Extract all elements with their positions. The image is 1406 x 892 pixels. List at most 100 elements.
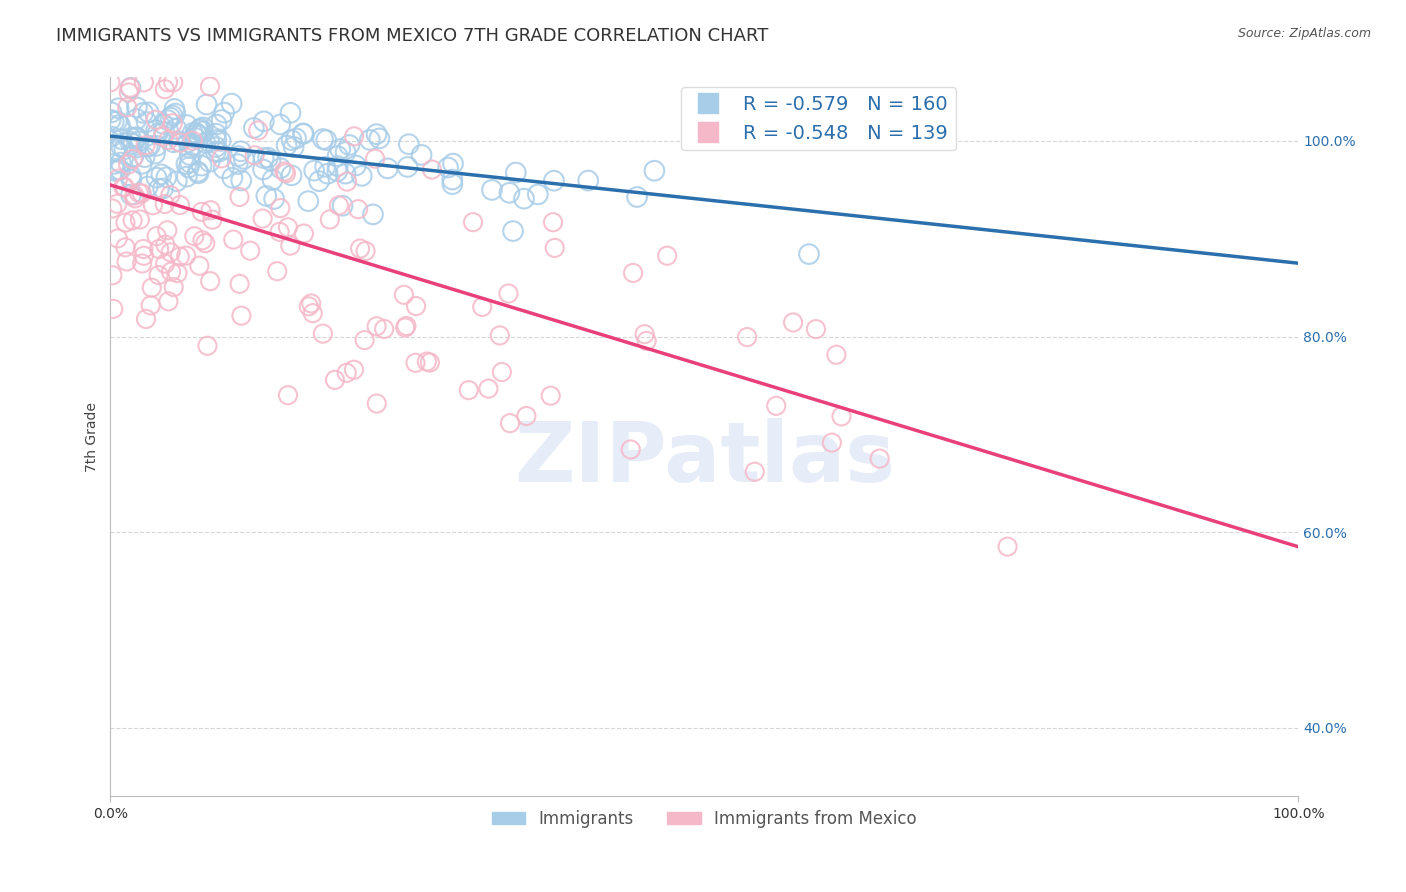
Point: [471, 300, 494, 314]
Point: [114, 215, 136, 229]
Point: [190, 159, 212, 173]
Point: [103, 301, 125, 316]
Point: [222, 233, 245, 247]
Point: [136, 140, 159, 154]
Point: [411, 148, 433, 162]
Point: [481, 183, 503, 197]
Point: [117, 100, 139, 114]
Point: [179, 148, 201, 162]
Point: [135, 312, 157, 326]
Point: [128, 134, 150, 148]
Point: [359, 133, 381, 147]
Point: [135, 115, 157, 129]
Point: [366, 319, 388, 334]
Point: [212, 105, 235, 120]
Point: [315, 133, 337, 147]
Point: [285, 131, 308, 145]
Point: [620, 442, 643, 457]
Point: [420, 162, 443, 177]
Point: [105, 145, 128, 159]
Point: [156, 113, 179, 128]
Point: [198, 135, 221, 149]
Point: [252, 211, 274, 226]
Point: [120, 80, 142, 95]
Point: [183, 138, 205, 153]
Point: [128, 186, 150, 200]
Point: [821, 435, 844, 450]
Point: [576, 173, 599, 187]
Point: [457, 383, 479, 397]
Point: [169, 136, 191, 150]
Point: [329, 142, 352, 156]
Point: [540, 389, 562, 403]
Point: [319, 212, 342, 227]
Point: [169, 198, 191, 212]
Point: [498, 286, 520, 301]
Point: [266, 264, 288, 278]
Point: [299, 296, 322, 310]
Point: [366, 396, 388, 410]
Point: [153, 82, 176, 96]
Point: [165, 122, 187, 136]
Point: [155, 237, 177, 252]
Point: [186, 126, 208, 140]
Point: [187, 164, 209, 178]
Point: [804, 322, 827, 336]
Point: [308, 174, 330, 188]
Point: [160, 265, 183, 279]
Point: [191, 233, 214, 247]
Point: [273, 164, 295, 178]
Point: [198, 79, 221, 94]
Point: [441, 156, 464, 170]
Point: [253, 114, 276, 128]
Point: [107, 101, 129, 115]
Point: [621, 266, 644, 280]
Point: [177, 161, 200, 175]
Point: [243, 148, 266, 162]
Point: [114, 240, 136, 254]
Point: [336, 366, 359, 380]
Point: [205, 127, 228, 141]
Point: [269, 225, 291, 239]
Point: [100, 105, 122, 120]
Point: [153, 257, 176, 271]
Point: [405, 299, 427, 313]
Point: [135, 138, 157, 153]
Point: [159, 188, 181, 202]
Point: [176, 157, 198, 171]
Point: [120, 130, 142, 145]
Point: [221, 96, 243, 111]
Point: [163, 102, 186, 116]
Point: [228, 149, 250, 163]
Point: [221, 170, 243, 185]
Point: [198, 274, 221, 288]
Point: [194, 136, 217, 150]
Point: [163, 280, 186, 294]
Point: [336, 175, 359, 189]
Point: [491, 365, 513, 379]
Point: [134, 150, 156, 164]
Point: [100, 112, 122, 127]
Point: [269, 118, 291, 132]
Point: [131, 186, 153, 201]
Point: [105, 114, 128, 128]
Legend: Immigrants, Immigrants from Mexico: Immigrants, Immigrants from Mexico: [485, 803, 924, 835]
Point: [166, 174, 188, 188]
Point: [633, 327, 655, 342]
Point: [104, 142, 127, 156]
Point: [139, 298, 162, 312]
Point: [152, 117, 174, 131]
Point: [527, 187, 550, 202]
Point: [283, 140, 305, 154]
Point: [314, 160, 336, 174]
Point: [343, 363, 366, 377]
Point: [118, 135, 141, 149]
Point: [541, 215, 564, 229]
Point: [132, 242, 155, 256]
Point: [187, 166, 209, 180]
Point: [142, 198, 165, 212]
Point: [107, 171, 129, 186]
Point: [146, 127, 169, 141]
Point: [152, 129, 174, 144]
Point: [122, 136, 145, 151]
